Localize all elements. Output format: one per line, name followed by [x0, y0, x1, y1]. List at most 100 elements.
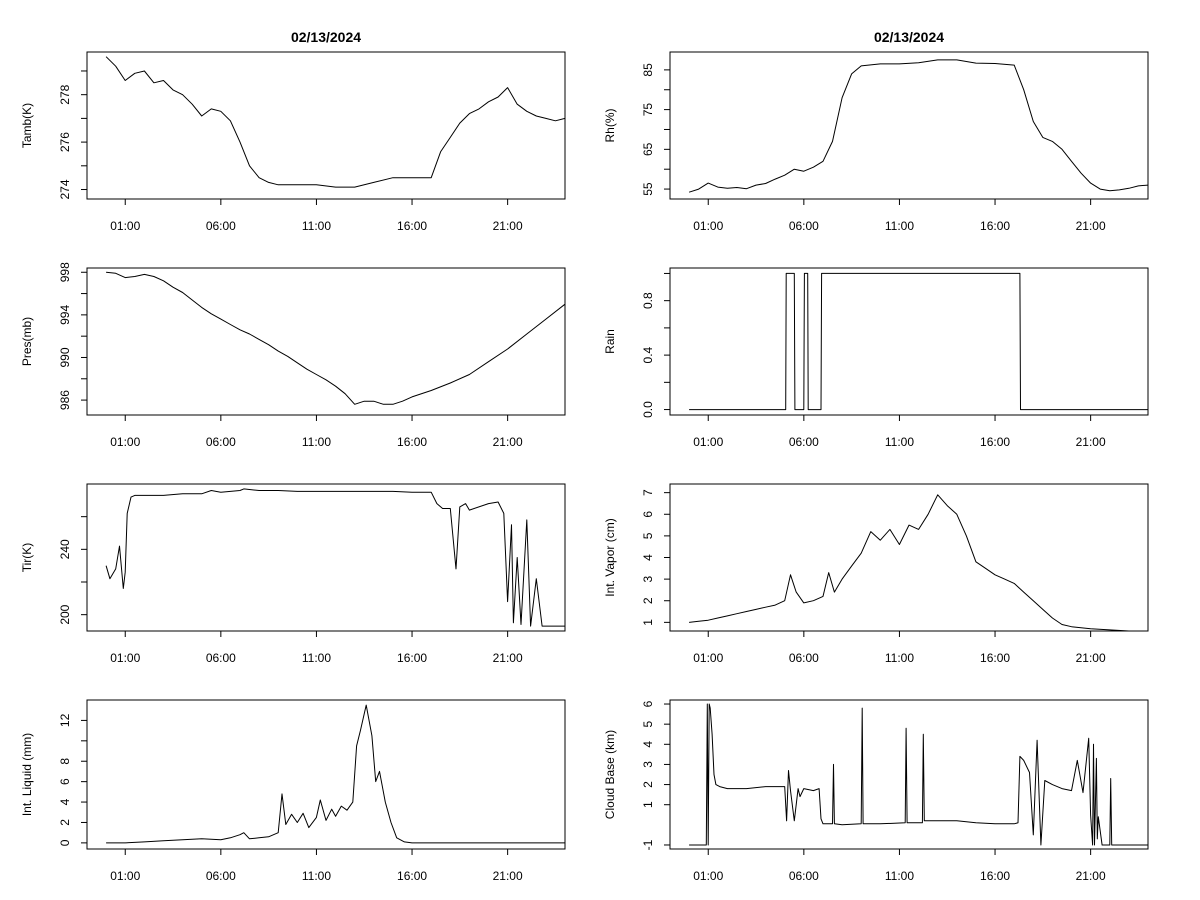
- x-tick-label: 21:00: [493, 435, 523, 449]
- y-tick-label: 6: [641, 700, 655, 707]
- panel-6: 01:00 06:00 11:00 16:00 21:00 1 2 3 4 5 6 7 Int. Vap…: [603, 483, 1149, 665]
- x-tick-label: 16:00: [980, 651, 1010, 665]
- panel-5: 01:00 06:00 11:00 16:00 21:00 200 240 Tir(K): [20, 483, 566, 665]
- y-tick-label: 986: [58, 390, 72, 410]
- x-tick-label: 21:00: [493, 869, 523, 883]
- x-tick-label: 06:00: [789, 869, 819, 883]
- x-tick-label: 21:00: [1076, 651, 1106, 665]
- y-tick-label: 65: [641, 142, 655, 156]
- x-tick-label: 11:00: [885, 219, 914, 233]
- y-tick-label: 2: [641, 597, 655, 604]
- x-tick-label: 01:00: [110, 435, 140, 449]
- y-tick-label: 6: [641, 511, 655, 518]
- chart-title: 02/13/2024: [874, 29, 944, 45]
- x-tick-label: 21:00: [1076, 219, 1106, 233]
- x-tick-label: 01:00: [110, 219, 140, 233]
- plot-frame: [86, 483, 566, 632]
- x-tick-label: 01:00: [693, 219, 723, 233]
- y-tick-label: 12: [58, 713, 72, 727]
- y-tick-label: 5: [641, 721, 655, 728]
- y-tick-label: 3: [641, 575, 655, 582]
- x-tick-label: 21:00: [493, 651, 523, 665]
- x-tick-label: 06:00: [206, 435, 236, 449]
- y-axis-label: Tir(K): [20, 543, 34, 573]
- series-line-rh: [688, 59, 1149, 193]
- y-tick-label: 4: [58, 798, 72, 805]
- x-tick-label: 11:00: [885, 435, 914, 449]
- x-tick-label: 11:00: [302, 219, 331, 233]
- x-tick-label: 21:00: [493, 219, 523, 233]
- x-tick-label: 16:00: [397, 219, 427, 233]
- x-tick-label: 11:00: [885, 869, 914, 883]
- x-tick-label: 16:00: [397, 435, 427, 449]
- panel-2: 02/13/2024 01:00 06:00 11:00 16:00 21:00 55 65 7…: [603, 29, 1149, 233]
- y-axis-label: Tamb(K): [20, 103, 34, 148]
- y-tick-label: 1: [641, 619, 655, 626]
- x-tick-label: 16:00: [980, 435, 1010, 449]
- x-tick-label: 11:00: [302, 869, 331, 883]
- y-tick-label: 2: [58, 819, 72, 826]
- series-line-cloud-base: [689, 703, 1148, 846]
- x-tick-label: 01:00: [110, 651, 140, 665]
- x-tick-label: 06:00: [206, 869, 236, 883]
- panel-3: 01:00 06:00 11:00 16:00 21:00 986 990 994 998 Pre…: [20, 262, 566, 449]
- y-tick-label: 994: [58, 305, 72, 325]
- y-tick-label: 276: [58, 132, 72, 152]
- x-tick-label: 16:00: [980, 219, 1010, 233]
- x-tick-label: 06:00: [789, 651, 819, 665]
- series-line-tamb: [105, 56, 566, 188]
- y-tick-label: 6: [58, 778, 72, 785]
- x-tick-label: 01:00: [110, 869, 140, 883]
- y-tick-label: 990: [58, 347, 72, 367]
- y-axis-label: Int. Vapor (cm): [603, 518, 617, 596]
- y-tick-label: 7: [641, 489, 655, 496]
- y-axis-label: Rh(%): [603, 108, 617, 142]
- y-tick-label: 1: [641, 801, 655, 808]
- y-tick-label: 5: [641, 532, 655, 539]
- plot-frame: [669, 51, 1149, 200]
- y-tick-label: -1: [641, 839, 655, 850]
- panel-1: 02/13/2024 01:00 06:00 11:00 16:00 21:00 274 27…: [20, 29, 566, 233]
- series-line-int-vapor: [689, 494, 1148, 632]
- y-tick-label: 4: [641, 554, 655, 561]
- chart-title: 02/13/2024: [291, 29, 361, 45]
- x-tick-label: 16:00: [980, 869, 1010, 883]
- x-tick-label: 21:00: [1076, 869, 1106, 883]
- y-tick-label: 8: [58, 758, 72, 765]
- y-axis-label: Cloud Base (km): [603, 730, 617, 819]
- plot-frame: [669, 699, 1149, 850]
- x-tick-label: 16:00: [397, 651, 427, 665]
- y-tick-label: 85: [641, 63, 655, 77]
- x-tick-label: 01:00: [693, 435, 723, 449]
- y-tick-label: 998: [58, 262, 72, 282]
- y-tick-label: 274: [58, 179, 72, 199]
- y-tick-label: 278: [58, 84, 72, 104]
- plot-frame: [669, 267, 1149, 416]
- y-axis-label: Rain: [603, 329, 617, 354]
- x-tick-label: 06:00: [789, 219, 819, 233]
- x-tick-label: 11:00: [885, 651, 914, 665]
- y-tick-label: 200: [58, 604, 72, 624]
- x-tick-label: 11:00: [302, 651, 331, 665]
- panel-8: 01:00 06:00 11:00 16:00 21:00 -1 1 2 3 4 5 6 Cloud B…: [603, 699, 1149, 883]
- y-tick-label: 55: [641, 182, 655, 196]
- x-tick-label: 06:00: [206, 219, 236, 233]
- y-tick-label: 2: [641, 781, 655, 788]
- y-tick-label: 75: [641, 103, 655, 117]
- y-tick-label: 3: [641, 761, 655, 768]
- panel-7: 01:00 06:00 11:00 16:00 21:00 0 2 4 6 8 12 Int. Liq…: [20, 699, 566, 883]
- y-tick-label: 4: [641, 741, 655, 748]
- y-axis-label: Int. Liquid (mm): [20, 733, 34, 816]
- plot-frame: [86, 51, 566, 200]
- plot-frame: [86, 699, 566, 850]
- plot-frame: [669, 483, 1149, 632]
- series-line-int-liquid: [106, 704, 565, 844]
- y-axis-label: Pres(mb): [20, 317, 34, 366]
- y-tick-label: 240: [58, 539, 72, 559]
- x-tick-label: 06:00: [789, 435, 819, 449]
- x-tick-label: 01:00: [693, 651, 723, 665]
- series-line-pres: [106, 271, 566, 405]
- x-tick-label: 11:00: [302, 435, 331, 449]
